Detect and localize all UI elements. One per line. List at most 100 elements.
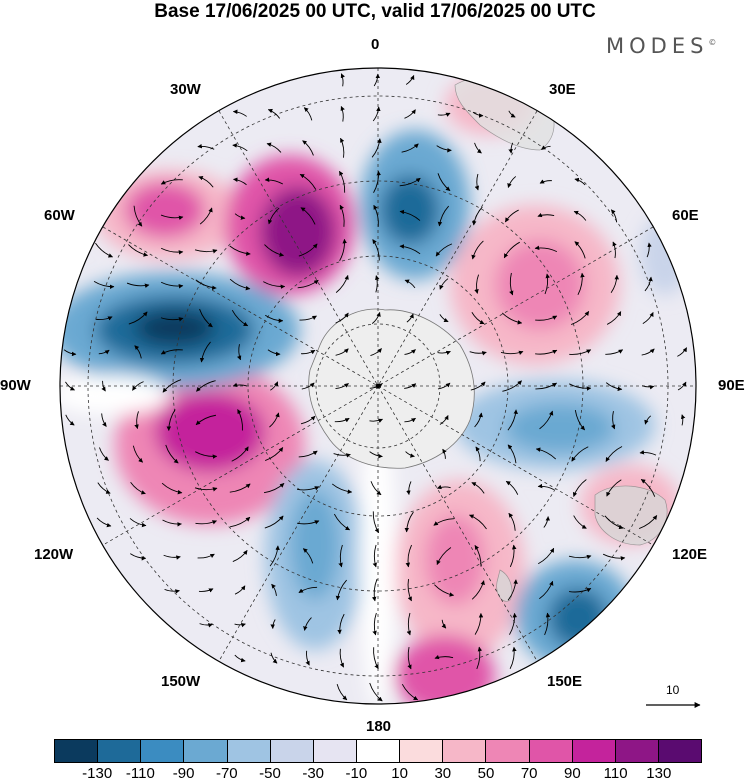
wind-vector (339, 204, 345, 227)
wind-vector (401, 683, 419, 701)
wind-vector (302, 140, 314, 156)
wind-vector (265, 447, 284, 461)
wind-vector (165, 444, 179, 464)
wind-vector (404, 109, 416, 119)
wind-vector (98, 349, 110, 355)
wind-vector (160, 214, 184, 220)
wind-vector (407, 646, 412, 670)
colorbar-tick-label: -130 (82, 765, 113, 782)
wind-vector (437, 112, 451, 117)
wind-vector (270, 381, 279, 391)
wind-vector (372, 239, 380, 261)
wind-vector (434, 584, 455, 597)
wind-vector (194, 249, 218, 254)
wind-vector (301, 349, 316, 355)
wind-vector (539, 580, 554, 600)
wind-vector (508, 142, 514, 154)
antarctica (308, 308, 475, 469)
wind-vector (372, 511, 380, 534)
colorbar-swatch (184, 740, 228, 762)
colorbar-tick-label: 130 (646, 765, 672, 782)
wind-vector (337, 613, 345, 635)
wind-vector (404, 383, 417, 389)
wind-vector (302, 548, 314, 564)
colorbar (54, 739, 702, 763)
wind-vector (401, 143, 419, 153)
wind-vector (162, 519, 182, 527)
wind-vector (197, 553, 215, 559)
wind-vector (232, 382, 247, 388)
wind-vector (610, 209, 618, 223)
wind-vector (405, 544, 412, 568)
wind-vector (507, 444, 517, 464)
wind-vector (234, 654, 246, 663)
land-newzealand (496, 569, 513, 602)
wind-vector (371, 138, 382, 158)
wind-vector (194, 487, 218, 492)
wind-vector (96, 517, 112, 528)
wind-vector (300, 415, 316, 425)
wind-vector (126, 282, 150, 288)
wind-vector (471, 240, 484, 260)
wind-vector (197, 143, 215, 150)
wind-vector (300, 207, 316, 225)
lon-label-30w: 30W (170, 81, 201, 98)
wind-vector (568, 554, 592, 560)
colorbar-swatch (400, 740, 444, 762)
wind-vector (269, 545, 280, 567)
wind-vector (644, 276, 653, 292)
wind-vector (476, 646, 483, 670)
wind-vector (101, 413, 107, 427)
wind-vector (507, 579, 518, 601)
wind-vector (335, 274, 349, 293)
wind-vector (437, 350, 451, 356)
wind-vector (433, 518, 455, 526)
wind-vector (537, 483, 555, 490)
wind-vector (339, 648, 345, 668)
wind-vector (234, 585, 246, 595)
wind-vector (372, 106, 381, 122)
wind-vector (199, 341, 211, 363)
wind-vector (535, 315, 558, 321)
wind-vector (162, 379, 182, 393)
wind-vector (534, 245, 558, 253)
wind-vector (160, 247, 184, 255)
wind-vector (338, 170, 346, 193)
brand-name: MODES (606, 34, 709, 58)
wind-vector (435, 243, 453, 257)
wind-vector (641, 348, 655, 356)
colorbar-tick-label: 30 (434, 765, 452, 782)
wind-vector (97, 482, 111, 494)
wind-vector (439, 415, 449, 425)
wind-vector (161, 482, 183, 495)
wind-vector (539, 410, 554, 430)
wind-vector (195, 414, 216, 426)
wind-vector (130, 481, 146, 495)
wind-vector (436, 547, 452, 565)
wind-vector (471, 312, 485, 325)
wind-vector (577, 272, 585, 296)
wind-vector (370, 348, 382, 356)
wind-vector (160, 281, 184, 289)
colorbar-swatch (658, 740, 702, 762)
wind-vector (336, 684, 348, 701)
wind-vector (237, 344, 242, 361)
wind-vector (339, 238, 347, 261)
wind-vector (502, 380, 522, 392)
wind-vector (639, 515, 658, 529)
wind-vector (160, 349, 183, 355)
wind-vector (442, 448, 447, 459)
wind-vector (369, 682, 383, 702)
wind-vector (303, 617, 312, 631)
colorbar-swatch (141, 740, 185, 762)
colorbar-swatch (227, 740, 271, 762)
wind-vector (405, 451, 415, 458)
wind-vector (196, 380, 216, 392)
wind-vector (269, 412, 280, 428)
wind-vector (399, 244, 421, 255)
lon-label-90w: 90W (0, 377, 31, 394)
wind-vector (163, 554, 181, 560)
wind-vector (372, 544, 377, 568)
lon-label-60w: 60W (44, 207, 75, 224)
wind-vector (439, 314, 449, 323)
